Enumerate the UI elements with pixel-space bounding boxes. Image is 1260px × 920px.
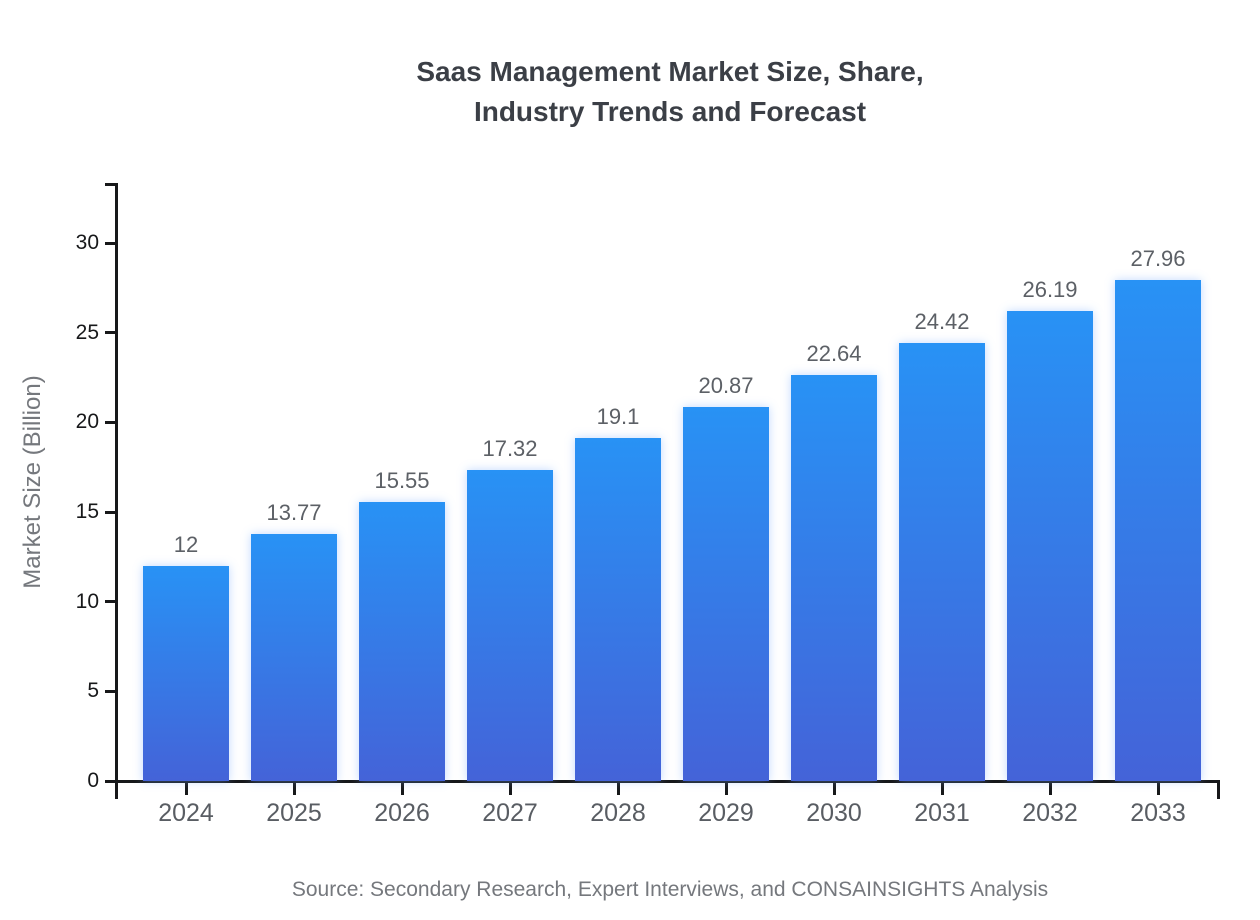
- x-tick-label: 2025: [266, 799, 322, 827]
- bar-2025: [251, 534, 337, 781]
- x-tick: [940, 781, 944, 795]
- bar-2024: [143, 565, 229, 781]
- x-tick: [184, 781, 188, 795]
- y-axis-top-cap: [105, 183, 118, 186]
- x-tick: [400, 781, 404, 795]
- bar-value-label: 15.55: [374, 468, 430, 494]
- x-tick-label: 2024: [158, 799, 214, 827]
- y-tick: [105, 689, 117, 693]
- y-tick-label: 10: [75, 589, 99, 613]
- y-tick-label: 25: [75, 320, 99, 344]
- bar-value-label: 26.19: [1022, 277, 1078, 303]
- y-tick: [105, 420, 117, 424]
- y-tick: [105, 779, 117, 783]
- y-tick-label: 15: [75, 500, 99, 523]
- bar-value-label: 19.1: [596, 404, 640, 430]
- x-tick: [724, 781, 728, 795]
- x-tick-label: 2027: [482, 799, 538, 827]
- bar-value-label: 27.96: [1130, 245, 1186, 271]
- bar-2026: [359, 502, 445, 781]
- chart-title: Saas Management Market Size, Share, Indu…: [76, 52, 1260, 132]
- x-tick-label: 2033: [1130, 799, 1186, 827]
- bar-2030: [791, 374, 877, 781]
- bar-value-label: 17.32: [482, 436, 538, 462]
- y-tick: [105, 241, 117, 245]
- y-tick-label: 0: [87, 769, 99, 792]
- x-axis-right-cap: [1217, 780, 1220, 799]
- bar-2029: [683, 406, 769, 781]
- x-tick: [292, 781, 296, 795]
- x-tick-label: 2032: [1022, 799, 1078, 827]
- x-tick-label: 2026: [374, 799, 430, 827]
- bar-2027: [467, 470, 553, 781]
- source-note: Source: Secondary Research, Expert Inter…: [291, 878, 1049, 901]
- y-tick: [105, 600, 117, 604]
- bar-value-label: 12: [173, 531, 199, 557]
- bar-value-label: 22.64: [806, 340, 862, 366]
- bar-2028: [575, 438, 661, 781]
- chart-title-line2: Industry Trends and Forecast: [473, 96, 867, 127]
- x-tick-label: 2030: [806, 799, 862, 827]
- bar-2032: [1007, 311, 1093, 781]
- x-tick-label: 2031: [914, 799, 970, 827]
- x-tick: [508, 781, 512, 795]
- y-tick: [105, 331, 117, 335]
- x-axis-line: [115, 780, 1220, 783]
- y-tick: [105, 510, 117, 514]
- chart-title-line1: Saas Management Market Size, Share,: [416, 56, 924, 87]
- bar-2033: [1115, 279, 1201, 781]
- y-tick-label: 30: [75, 231, 99, 254]
- bar-value-label: 13.77: [266, 500, 322, 526]
- y-tick-label: 20: [75, 410, 99, 434]
- x-tick: [1048, 781, 1052, 795]
- x-tick: [1156, 781, 1160, 795]
- bar-2031: [899, 343, 985, 781]
- y-axis-title: Market Size (Billion): [19, 375, 46, 589]
- x-tick: [616, 781, 620, 795]
- x-tick-label: 2029: [698, 799, 754, 827]
- y-axis-line: [115, 183, 118, 799]
- bar-value-label: 24.42: [914, 309, 970, 335]
- x-tick: [832, 781, 836, 795]
- y-tick-label: 5: [87, 679, 99, 703]
- bar-value-label: 20.87: [698, 372, 754, 398]
- x-tick-label: 2028: [590, 799, 646, 827]
